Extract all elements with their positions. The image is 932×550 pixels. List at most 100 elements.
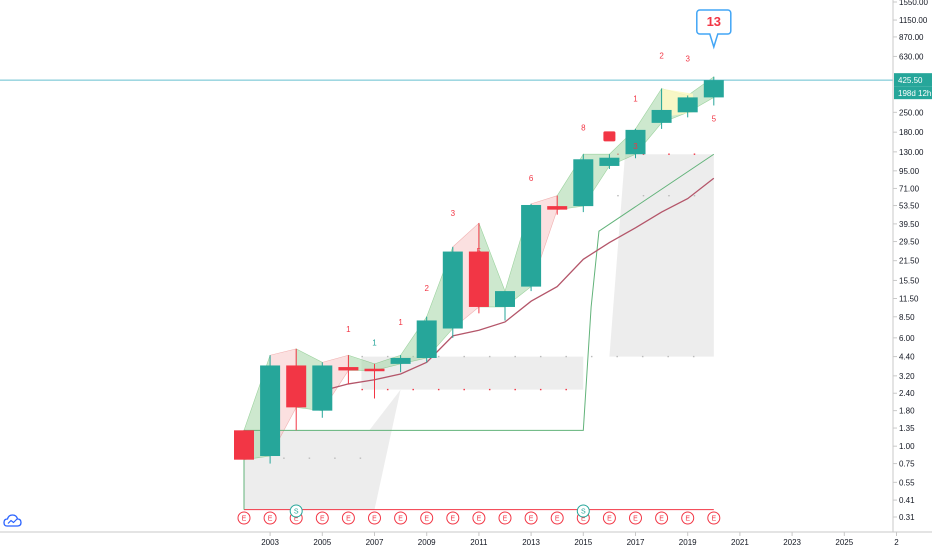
y-tick-label-15: 8.50 [899,313,915,322]
earnings-marker-2016[interactable]: E [602,511,616,525]
candle-2016[interactable] [599,154,620,169]
earnings-marker-2011[interactable]: E [472,511,486,525]
x-tick-label-9: 2021 [731,538,749,547]
candle-2005[interactable] [312,362,333,418]
candle-2020[interactable] [703,76,724,106]
x-tick-label-1: 2005 [313,538,331,547]
earnings-marker-2018[interactable]: E [655,511,669,525]
sequential-count-4: 3 [451,209,456,218]
moving-average-line [322,177,715,392]
earnings-marker-2008[interactable]: E [394,511,408,525]
earnings-label-2002: E [242,516,247,523]
candle-2002[interactable] [234,430,254,460]
earnings-label-2007: E [372,516,377,523]
earnings-marker-2009[interactable]: E [420,511,434,525]
dividend-circle-2015 [576,504,590,518]
zones-layer [244,153,717,511]
candle-2004[interactable] [286,348,307,431]
y-tick-label-0: 1550.00 [899,0,928,7]
candle-body-2013 [521,204,542,287]
earnings-marker-2013[interactable]: E [524,511,538,525]
candle-2018[interactable] [651,88,672,129]
countdown-badge[interactable] [894,86,932,100]
candle-2011[interactable] [468,223,489,314]
earnings-marker-2005[interactable]: E [315,511,329,525]
candle-body-2009 [416,320,437,358]
candle-2013[interactable] [521,203,542,292]
candle-2014[interactable] [547,195,568,215]
candle-2012[interactable] [495,291,515,321]
callout-text: 13 [707,14,721,29]
dividend-circle-2004 [289,504,303,518]
x-tick-label-8: 2019 [679,538,697,547]
candle-body-2007 [364,368,385,372]
earnings-circle-2008 [394,511,408,525]
earnings-label-2006: E [346,516,351,523]
earnings-circle-2010 [446,511,460,525]
candle-body-2018 [651,109,672,123]
candle-body-2017 [625,129,646,155]
candle-2010[interactable] [442,246,463,338]
x-tick-label-5: 2013 [522,538,540,547]
support-zone-1 [244,389,401,510]
candle-2009[interactable] [416,316,437,363]
candle-body-2006 [338,367,359,371]
y-tick-label-17: 4.40 [899,353,915,362]
callout-badge[interactable]: 13 [696,9,732,50]
sequential-count-1: 1 [372,338,377,347]
current-price-badge[interactable] [894,73,932,87]
earnings-circle-2002 [237,511,251,525]
candle-body-2004 [286,365,307,408]
earnings-label-2020: E [711,516,716,523]
overlay-layer: 425.50 198d 12h [894,73,932,100]
candle-2008[interactable] [390,355,411,373]
earnings-circle-2019 [681,511,695,525]
y-tick-label-18: 3.20 [899,372,915,381]
candle-2015[interactable] [573,154,594,213]
y-tick-label-7: 95.00 [899,167,920,176]
earnings-circle-2020 [707,511,721,525]
earnings-circle-2006 [341,511,355,525]
y-tick-label-16: 6.00 [899,334,915,343]
earnings-label-2019: E [685,516,690,523]
earnings-circle-2018 [655,511,669,525]
dividend-marker-2015[interactable]: S [576,504,590,518]
earnings-marker-2014[interactable]: E [550,511,564,525]
earnings-marker-2017[interactable]: E [629,511,642,525]
sequential-count-9: 2 [659,51,664,60]
x-tick-label-7: 2017 [627,538,645,547]
earnings-marker-2019[interactable]: E [681,511,695,525]
x-tick-label-2: 2007 [366,538,384,547]
earnings-marker-2006[interactable]: E [341,511,355,525]
earnings-marker-2007[interactable]: E [368,511,381,525]
earnings-circle-2016 [602,511,616,525]
y-tick-label-25: 0.41 [899,496,915,505]
candle-2007[interactable] [364,363,385,399]
dividend-marker-2004[interactable]: S [289,504,303,518]
y-tick-label-6: 130.00 [899,148,924,157]
earnings-circle-2011 [472,511,486,525]
earnings-marker-2020[interactable]: E [707,511,721,525]
earnings-marker-2002[interactable]: E [237,511,251,525]
candle-body-2014 [547,206,568,210]
earnings-marker-2010[interactable]: E [446,511,460,525]
earnings-marker-2012[interactable]: E [498,511,512,525]
candle-body-2011 [468,251,489,307]
y-tick-label-4: 250.00 [899,108,924,117]
y-tick-label-1: 1150.00 [899,16,928,25]
earnings-circle-2012 [498,511,512,525]
candle-2017[interactable] [625,128,646,159]
x-tick-label-10: 2023 [783,538,801,547]
tradingview-cloud-icon[interactable] [3,514,22,527]
candle-2006[interactable] [338,355,359,384]
y-tick-label-5: 180.00 [899,128,924,137]
earnings-marker-2003[interactable]: E [263,511,277,525]
candle-2019[interactable] [677,95,698,118]
candle-body-2020 [703,80,724,98]
candle-2003[interactable] [260,355,281,464]
sequential-count-2: 1 [398,318,403,327]
dividend-label-2004: S [294,509,299,516]
sequential-count-7: 8 [581,124,586,133]
candle-body-2010 [442,251,463,329]
